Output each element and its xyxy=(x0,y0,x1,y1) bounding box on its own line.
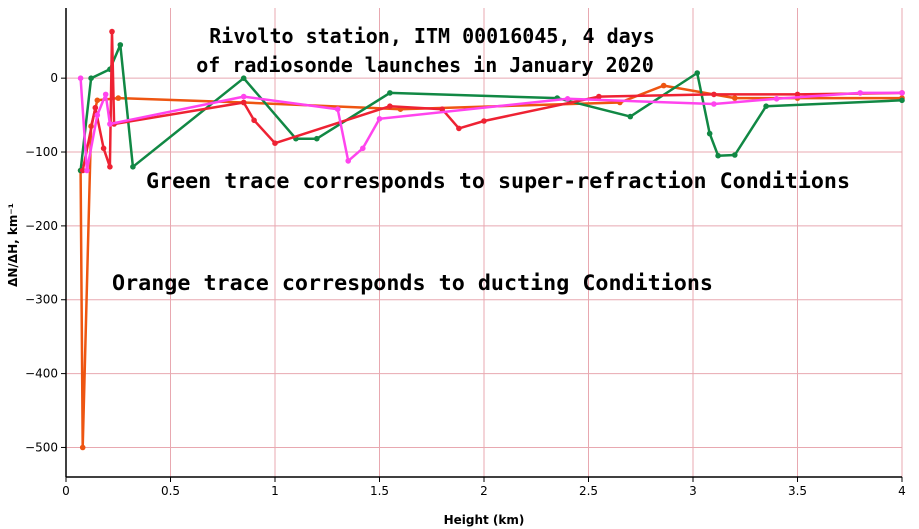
y-ticks: 0 −100 −200 −300 −400 −500 xyxy=(25,71,66,454)
x-tick-label: 3.5 xyxy=(788,484,807,498)
data-point xyxy=(251,117,257,124)
data-point xyxy=(314,135,320,142)
data-point xyxy=(439,106,446,112)
x-axis-title: Height (km) xyxy=(444,513,525,527)
data-point xyxy=(387,90,393,96)
y-tick-label: −300 xyxy=(25,293,58,307)
data-point xyxy=(387,103,393,109)
data-point xyxy=(84,167,90,174)
data-point xyxy=(240,75,247,81)
data-point xyxy=(334,106,341,112)
data-point xyxy=(715,152,721,159)
data-point xyxy=(77,75,84,81)
y-tick-label: −100 xyxy=(25,145,58,159)
data-point xyxy=(107,164,113,170)
y-tick-label: −200 xyxy=(25,219,58,233)
data-point xyxy=(694,70,700,76)
data-point xyxy=(456,125,462,132)
x-tick-label: 4 xyxy=(898,484,906,498)
y-tick-label: 0 xyxy=(50,71,58,85)
data-point xyxy=(107,121,113,127)
data-point xyxy=(376,116,383,122)
data-point xyxy=(763,103,769,109)
series-3 xyxy=(77,75,905,174)
data-point xyxy=(899,97,905,104)
data-point xyxy=(481,118,487,124)
data-point xyxy=(773,96,780,102)
x-tick-label: 1 xyxy=(271,484,279,498)
data-point xyxy=(100,145,107,152)
data-point xyxy=(88,75,94,81)
y-tick-label: −500 xyxy=(25,440,58,454)
data-point xyxy=(345,158,352,164)
data-point xyxy=(596,93,602,100)
series-layer xyxy=(77,28,905,451)
series-2 xyxy=(79,28,905,174)
data-point xyxy=(794,91,801,98)
data-point xyxy=(711,101,717,107)
data-point xyxy=(732,95,738,101)
data-point xyxy=(102,91,109,98)
data-point xyxy=(115,95,122,101)
data-point xyxy=(94,112,101,118)
data-point xyxy=(92,104,99,111)
x-tick-label: 0.5 xyxy=(161,484,180,498)
data-point xyxy=(706,130,713,137)
series-1 xyxy=(77,42,905,174)
data-point xyxy=(117,42,124,48)
data-point xyxy=(660,82,667,89)
annotation-orange-trace: Orange trace corresponds to ducting Cond… xyxy=(112,271,713,295)
data-point xyxy=(564,96,571,102)
x-tick-label: 3 xyxy=(689,484,697,498)
data-point xyxy=(240,99,247,106)
data-point xyxy=(272,140,278,146)
data-point xyxy=(79,444,86,451)
chart-title-line-1: Rivolto station, ITM 00016045, 4 days xyxy=(209,24,655,48)
x-ticks: 0 0.5 1 1.5 2 2.5 3 3.5 4 xyxy=(62,477,906,498)
data-point xyxy=(130,164,136,170)
chart-title-line-2: of radiosonde launches in January 2020 xyxy=(196,53,654,77)
data-point xyxy=(732,152,738,158)
data-point xyxy=(360,145,366,152)
y-tick-label: −400 xyxy=(25,367,58,381)
annotation-green-trace: Green trace corresponds to super-refract… xyxy=(146,169,850,193)
data-point xyxy=(899,90,905,96)
data-point xyxy=(240,93,247,100)
data-point xyxy=(109,28,115,35)
data-point xyxy=(79,167,86,174)
data-point xyxy=(711,91,717,98)
data-point xyxy=(627,113,634,120)
x-tick-label: 0 xyxy=(62,484,70,498)
data-point xyxy=(94,97,101,104)
y-axis-title: ΔN/ΔH, km⁻¹ xyxy=(6,203,20,287)
data-point xyxy=(857,90,863,96)
x-tick-label: 2 xyxy=(480,484,488,498)
x-tick-label: 2.5 xyxy=(579,484,598,498)
grid xyxy=(66,8,903,477)
x-tick-label: 1.5 xyxy=(370,484,389,498)
